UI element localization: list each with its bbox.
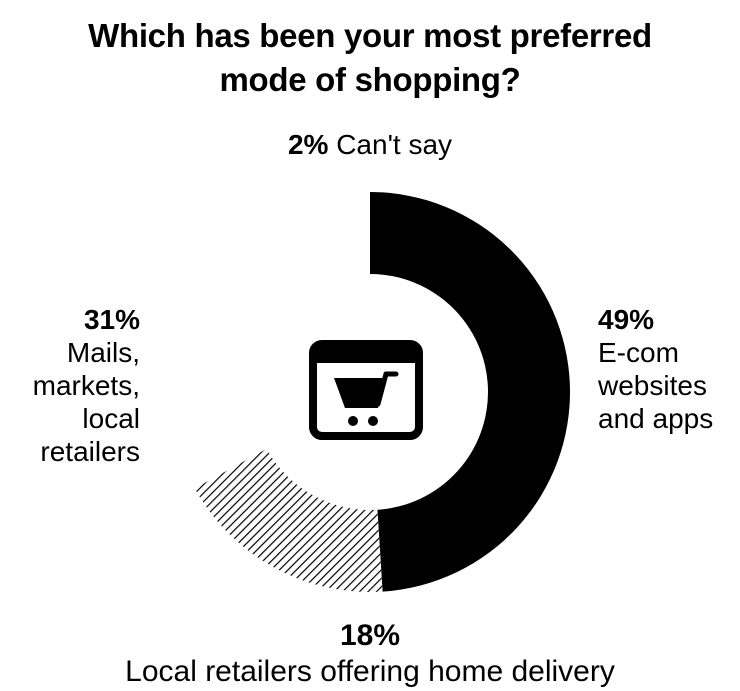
label-ecom-percent: 49% — [598, 304, 655, 335]
label-ecom-line-1: E-com — [598, 337, 679, 368]
label-cant-say: 2% Can't say — [0, 128, 740, 161]
chart-title-line-2: mode of shopping? — [219, 61, 521, 98]
shopping-cart-icon — [309, 340, 423, 440]
label-home-delivery: 18% Local retailers offering home delive… — [0, 618, 740, 690]
label-malls-line-1: Mails, — [66, 337, 140, 368]
label-malls-line-2: markets, — [32, 370, 140, 401]
label-home-delivery-percent: 18% — [339, 619, 401, 652]
chart-title: Which has been your most preferred mode … — [0, 14, 740, 102]
label-ecom-line-3: and apps — [598, 403, 714, 434]
label-cant-say-text: Can't say — [336, 129, 453, 160]
label-home-delivery-text: Local retailers offering home delivery — [125, 655, 615, 688]
label-malls: 31% Mails, markets, local retailers — [0, 303, 140, 468]
label-cant-say-percent: 2% — [287, 129, 329, 160]
label-malls-line-4: retailers — [40, 436, 140, 467]
label-ecom: 49% E-com websites and apps — [598, 303, 740, 435]
chart-title-line-1: Which has been your most preferred — [88, 17, 652, 54]
segment-home-delivery — [194, 448, 383, 592]
segment-ecom — [370, 192, 570, 592]
donut-segments — [194, 192, 570, 592]
label-malls-line-3: local — [82, 403, 140, 434]
label-malls-percent: 31% — [83, 304, 140, 335]
label-ecom-line-2: websites — [598, 370, 707, 401]
